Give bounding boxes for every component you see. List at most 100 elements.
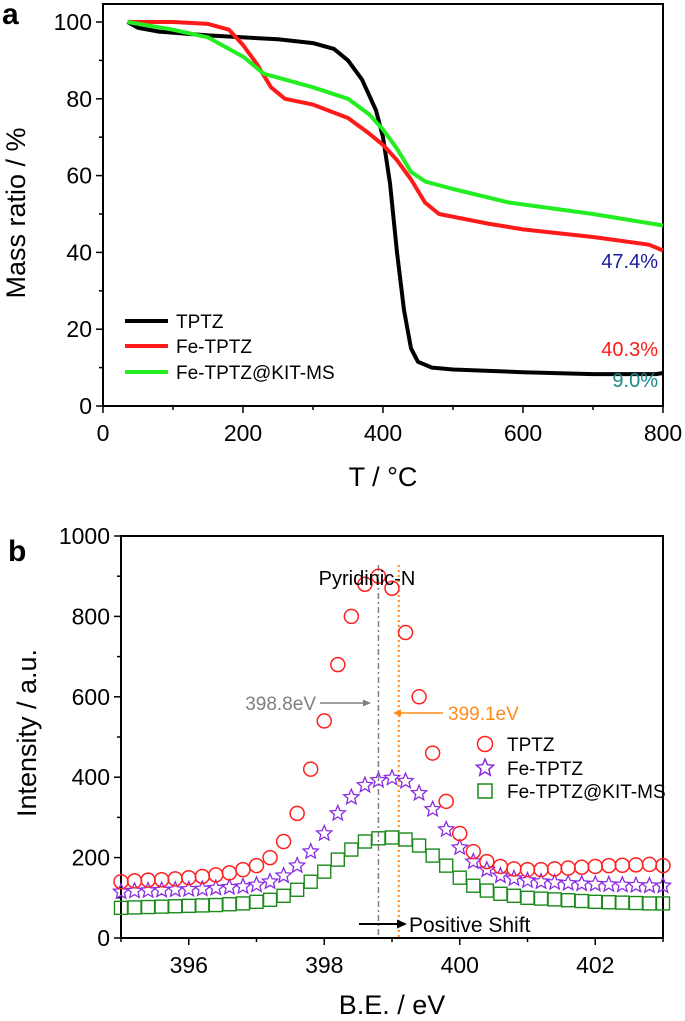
data-point-fe-tptz-kit-ms bbox=[195, 898, 210, 913]
data-point-fe-tptz bbox=[572, 873, 591, 892]
annotation-47-4: 47.4% bbox=[601, 251, 658, 273]
annotation-40-3: 40.3% bbox=[601, 339, 658, 361]
data-point-fe-tptz bbox=[450, 837, 469, 856]
data-point-fe-tptz-kit-ms bbox=[154, 899, 169, 914]
data-point-fe-tptz-kit-ms bbox=[601, 895, 616, 910]
data-point-fe-tptz-kit-ms bbox=[303, 874, 318, 889]
data-point-fe-tptz-kit-ms bbox=[222, 897, 237, 912]
data-point-fe-tptz-kit-ms bbox=[357, 834, 373, 849]
data-point-tptz bbox=[614, 857, 631, 873]
data-point-fe-tptz-kit-ms bbox=[249, 894, 264, 910]
data-point-fe-tptz bbox=[355, 775, 375, 794]
data-point-tptz bbox=[275, 833, 292, 850]
arrow-left-icon bbox=[393, 709, 443, 717]
legend-marker-tptz bbox=[476, 735, 494, 753]
legend-a: TPTZ Fe-TPTZ Fe-TPTZ@KIT-MS bbox=[125, 312, 335, 384]
data-point-fe-tptz bbox=[287, 855, 307, 874]
data-point-fe-tptz-kit-ms bbox=[344, 842, 359, 857]
data-point-tptz bbox=[601, 857, 617, 874]
data-point-fe-tptz bbox=[382, 768, 402, 786]
data-point-tptz bbox=[357, 576, 373, 592]
annotation-399-1: 399.1eV bbox=[448, 704, 519, 725]
data-point-tptz bbox=[573, 859, 590, 875]
data-point-tptz bbox=[655, 857, 671, 874]
legend-label-fe-tptz: Fe-TPTZ bbox=[176, 337, 252, 358]
x-axis-title-a: T / °C bbox=[349, 462, 418, 492]
data-point-fe-tptz bbox=[233, 876, 253, 895]
series-line-fe-tptz-kit-ms bbox=[127, 20, 664, 228]
series-line-fe-tptz bbox=[127, 20, 664, 253]
data-point-fe-tptz-kit-ms bbox=[411, 838, 427, 853]
data-point-tptz bbox=[438, 793, 454, 810]
x-tick-label-a: 800 bbox=[644, 420, 682, 446]
data-point-fe-tptz-kit-ms bbox=[262, 892, 278, 908]
data-point-fe-tptz bbox=[613, 875, 632, 893]
data-point-tptz bbox=[302, 761, 319, 777]
data-point-tptz bbox=[519, 861, 536, 878]
data-point-fe-tptz bbox=[504, 868, 524, 887]
legend-marker-kit bbox=[477, 783, 493, 799]
x-tick-label-a: 200 bbox=[224, 420, 262, 446]
data-point-fe-tptz bbox=[545, 872, 564, 891]
data-point-fe-tptz-kit-ms bbox=[452, 870, 467, 885]
plot-frame-b bbox=[120, 535, 664, 939]
data-point-tptz bbox=[587, 858, 603, 875]
y-tick-label-b: 0 bbox=[97, 925, 110, 951]
data-point-fe-tptz-kit-ms bbox=[384, 830, 400, 845]
data-point-fe-tptz bbox=[409, 783, 429, 802]
data-point-fe-tptz-kit-ms bbox=[615, 895, 630, 910]
legend-label-tptz-b: TPTZ bbox=[507, 735, 555, 756]
data-point-fe-tptz-kit-ms bbox=[398, 832, 413, 847]
x-tick-label-b: 398 bbox=[305, 952, 343, 978]
data-point-tptz bbox=[167, 871, 183, 887]
data-point-tptz bbox=[153, 871, 170, 888]
data-point-tptz bbox=[465, 843, 482, 860]
data-point-fe-tptz-kit-ms bbox=[127, 900, 142, 915]
data-point-fe-tptz-kit-ms bbox=[479, 883, 495, 898]
annotation-pyridinic-n: Pyridinic-N bbox=[319, 568, 416, 590]
arrow-right-icon bbox=[320, 699, 371, 707]
data-point-fe-tptz bbox=[301, 841, 320, 860]
panel-b: b 396 398 400 402 0 200 400 600 800 1000 Pyridini… bbox=[8, 523, 673, 1020]
data-point-fe-tptz bbox=[653, 875, 673, 894]
data-point-tptz bbox=[235, 861, 251, 878]
panel-label-b: b bbox=[8, 535, 26, 568]
data-point-fe-tptz-kit-ms bbox=[506, 888, 522, 903]
y-tick-label-a: 60 bbox=[66, 163, 92, 189]
data-point-fe-tptz bbox=[518, 870, 537, 889]
y-tick-label-a: 0 bbox=[79, 393, 92, 419]
data-point-fe-tptz bbox=[558, 873, 578, 892]
data-point-fe-tptz bbox=[423, 799, 442, 818]
panel-a: a 0 200 400 600 800 0 20 40 60 80 100 T / °C Mass … bbox=[1, 0, 682, 492]
data-point-tptz bbox=[370, 568, 387, 584]
data-point-fe-tptz bbox=[274, 865, 293, 884]
data-point-fe-tptz-kit-ms bbox=[642, 896, 657, 911]
data-point-fe-tptz bbox=[491, 865, 510, 884]
x-tick-label-a: 0 bbox=[97, 420, 110, 446]
data-point-fe-tptz bbox=[369, 770, 388, 789]
data-point-tptz bbox=[424, 745, 441, 761]
y-tick-label-a: 100 bbox=[54, 9, 92, 35]
data-point-fe-tptz bbox=[396, 771, 415, 790]
data-point-tptz bbox=[343, 608, 360, 625]
legend-marker-fe-tptz bbox=[474, 757, 496, 777]
y-tick-label-b: 600 bbox=[72, 684, 110, 710]
data-point-fe-tptz-kit-ms bbox=[276, 888, 291, 903]
legend-label-kit: Fe-TPTZ@KIT-MS bbox=[176, 363, 335, 384]
data-point-tptz bbox=[628, 857, 644, 873]
data-point-tptz bbox=[126, 873, 143, 889]
data-point-tptz bbox=[397, 624, 414, 641]
data-point-fe-tptz bbox=[477, 860, 497, 878]
data-point-fe-tptz bbox=[599, 874, 619, 893]
annotation-positive-shift: Positive Shift bbox=[409, 914, 531, 937]
data-point-fe-tptz bbox=[328, 803, 348, 822]
data-point-tptz bbox=[140, 872, 156, 888]
legend-b: TPTZ Fe-TPTZ Fe-TPTZ@KIT-MS bbox=[474, 735, 666, 803]
data-point-fe-tptz bbox=[437, 819, 456, 838]
y-axis-title-b: Intensity / a.u. bbox=[12, 649, 42, 817]
data-point-fe-tptz bbox=[531, 872, 551, 890]
annotation-398-8: 398.8eV bbox=[245, 694, 316, 715]
data-point-tptz bbox=[384, 580, 400, 597]
data-point-fe-tptz bbox=[342, 787, 361, 806]
